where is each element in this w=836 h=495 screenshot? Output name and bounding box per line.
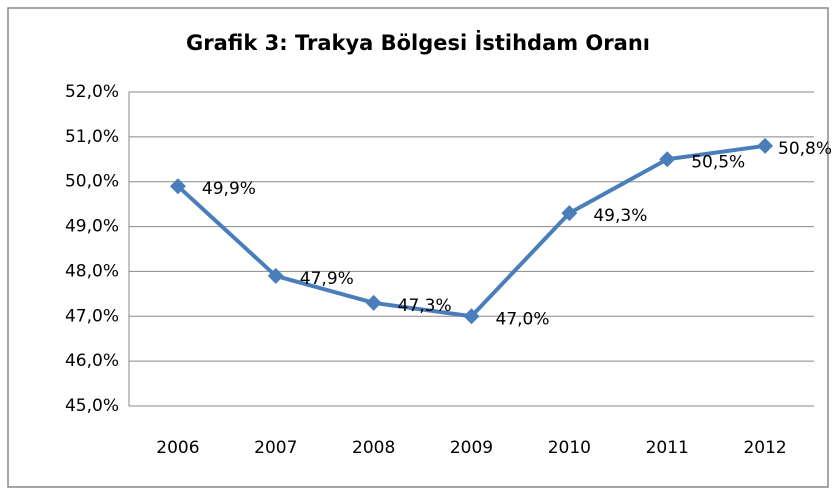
y-tick-label: 50,0% bbox=[65, 172, 119, 192]
y-tick-label: 52,0% bbox=[65, 82, 119, 102]
marker bbox=[561, 205, 578, 222]
chart-title: Grafik 3: Trakya Bölgesi İstihdam Oranı bbox=[186, 30, 650, 55]
y-tick-label: 48,0% bbox=[65, 261, 119, 281]
marker bbox=[757, 137, 774, 154]
x-tick-label: 2006 bbox=[156, 438, 199, 458]
y-tick-label: 45,0% bbox=[65, 396, 119, 416]
y-tick-label: 46,0% bbox=[65, 351, 119, 371]
data-label: 47,9% bbox=[300, 269, 354, 289]
marker bbox=[169, 178, 186, 195]
x-tick-label: 2008 bbox=[352, 438, 395, 458]
data-label: 50,5% bbox=[691, 152, 745, 172]
x-tick-label: 2009 bbox=[450, 438, 493, 458]
x-tick-label: 2012 bbox=[743, 438, 786, 458]
y-tick-label: 51,0% bbox=[65, 127, 119, 147]
data-label: 47,3% bbox=[398, 296, 452, 316]
marker bbox=[463, 308, 480, 325]
marker bbox=[267, 267, 284, 284]
y-tick-label: 49,0% bbox=[65, 217, 119, 237]
data-label: 47,0% bbox=[496, 309, 550, 329]
chart-border bbox=[7, 7, 829, 488]
data-label: 49,9% bbox=[202, 179, 256, 199]
y-tick-label: 47,0% bbox=[65, 306, 119, 326]
x-tick-label: 2007 bbox=[254, 438, 297, 458]
x-tick-label: 2011 bbox=[646, 438, 689, 458]
x-tick-label: 2010 bbox=[548, 438, 591, 458]
marker bbox=[659, 151, 676, 168]
data-label: 49,3% bbox=[593, 206, 647, 226]
marker bbox=[365, 294, 382, 311]
data-label: 50,8% bbox=[778, 139, 832, 159]
